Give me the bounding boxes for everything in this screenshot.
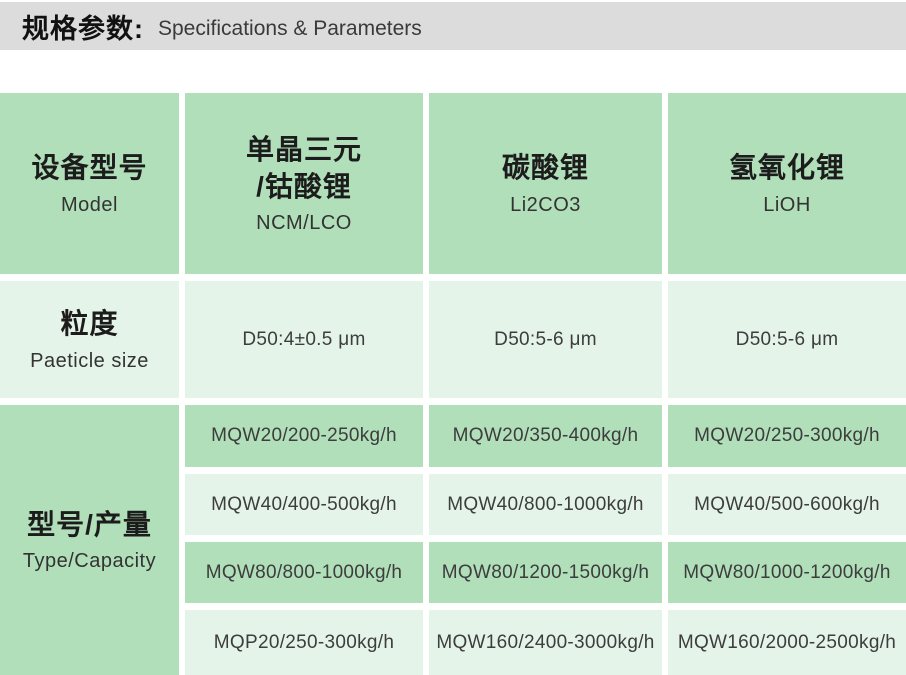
capacity-cell: MQW80/1000-1200kg/h bbox=[668, 542, 906, 603]
capacity-cell: MQW80/800-1000kg/h bbox=[185, 542, 423, 603]
capacity-cell: MQW40/800-1000kg/h bbox=[429, 474, 662, 535]
row-header-model: 设备型号 Model bbox=[0, 93, 179, 274]
capacity-cell: MQW40/400-500kg/h bbox=[185, 474, 423, 535]
col-header-ncm-lco-zh2: /钴酸锂 bbox=[256, 170, 352, 202]
capacity-value: MQW160/2400-3000kg/h bbox=[436, 631, 655, 653]
col-header-lioh: 氢氧化锂 LiOH bbox=[668, 93, 906, 274]
col-header-ncm-lco-zh1: 单晶三元 bbox=[245, 133, 362, 165]
capacity-value: MQW20/350-400kg/h bbox=[452, 425, 639, 446]
row-header-capacity-en: Type/Capacity bbox=[22, 550, 157, 573]
capacity-cell: MQW20/250-300kg/h bbox=[668, 405, 906, 467]
capacity-value: MQW40/800-1000kg/h bbox=[447, 493, 644, 515]
col-header-li2co3-en: Li2CO3 bbox=[510, 193, 581, 216]
capacity-value: MQW80/1000-1200kg/h bbox=[683, 561, 891, 583]
capacity-value: MQW40/400-500kg/h bbox=[211, 493, 397, 515]
row-header-model-en: Model bbox=[61, 193, 118, 216]
row-header-capacity-zh: 型号/产量 bbox=[27, 508, 152, 540]
section-title-en: Specifications & Parameters bbox=[158, 17, 422, 40]
col-header-lioh-zh1: 氢氧化锂 bbox=[728, 152, 845, 184]
capacity-value: MQW160/2000-2500kg/h bbox=[677, 631, 897, 653]
particle-size-ncm-lco: D50:4±0.5 μm bbox=[185, 281, 423, 398]
capacity-cell: MQW40/500-600kg/h bbox=[668, 474, 906, 535]
section-header: 规格参数: Specifications & Parameters bbox=[0, 2, 906, 50]
capacity-cell: MQW160/2000-2500kg/h bbox=[668, 610, 906, 675]
capacity-value: MQW80/800-1000kg/h bbox=[205, 561, 403, 583]
row-header-particle-size: 粒度 Paeticle size bbox=[0, 281, 179, 398]
particle-size-value: D50:4±0.5 μm bbox=[242, 328, 366, 350]
row-header-type-capacity: 型号/产量 Type/Capacity bbox=[0, 405, 179, 675]
capacity-value: MQW40/500-600kg/h bbox=[694, 493, 880, 515]
section-title-zh: 规格参数: bbox=[22, 13, 144, 44]
spec-table: 设备型号 Model 单晶三元 /钴酸锂 NCM/LCO 碳酸锂 Li2CO3 … bbox=[0, 93, 906, 675]
capacity-cell: MQW20/200-250kg/h bbox=[185, 405, 423, 467]
col-header-ncm-lco-en: NCM/LCO bbox=[256, 212, 352, 235]
particle-size-value: D50:5-6 μm bbox=[735, 328, 839, 350]
capacity-cell: MQW80/1200-1500kg/h bbox=[429, 542, 662, 603]
capacity-cell: MQW160/2400-3000kg/h bbox=[429, 610, 662, 675]
particle-size-li2co3: D50:5-6 μm bbox=[429, 281, 662, 398]
capacity-value: MQW80/1200-1500kg/h bbox=[441, 561, 650, 583]
col-header-lioh-en: LiOH bbox=[763, 193, 811, 216]
particle-size-lioh: D50:5-6 μm bbox=[668, 281, 906, 398]
particle-size-value: D50:5-6 μm bbox=[494, 328, 597, 350]
col-header-li2co3-zh1: 碳酸锂 bbox=[501, 152, 589, 184]
row-header-particle-en: Paeticle size bbox=[30, 349, 149, 372]
capacity-cell: MQP20/250-300kg/h bbox=[185, 610, 423, 675]
row-header-particle-zh: 粒度 bbox=[60, 308, 119, 340]
row-header-model-zh: 设备型号 bbox=[31, 152, 148, 184]
col-header-li2co3: 碳酸锂 Li2CO3 bbox=[429, 93, 662, 274]
capacity-cell: MQW20/350-400kg/h bbox=[429, 405, 662, 467]
capacity-value: MQW20/250-300kg/h bbox=[694, 425, 880, 446]
col-header-ncm-lco: 单晶三元 /钴酸锂 NCM/LCO bbox=[185, 93, 423, 274]
capacity-value: MQW20/200-250kg/h bbox=[211, 425, 397, 446]
capacity-value: MQP20/250-300kg/h bbox=[213, 631, 395, 653]
